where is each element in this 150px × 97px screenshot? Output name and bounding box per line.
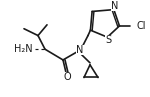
Text: Cl: Cl xyxy=(136,21,146,31)
Text: N: N xyxy=(111,1,119,11)
Text: N: N xyxy=(76,45,84,55)
Text: H₂N: H₂N xyxy=(14,44,33,54)
Text: S: S xyxy=(105,35,111,45)
Text: O: O xyxy=(63,71,71,81)
